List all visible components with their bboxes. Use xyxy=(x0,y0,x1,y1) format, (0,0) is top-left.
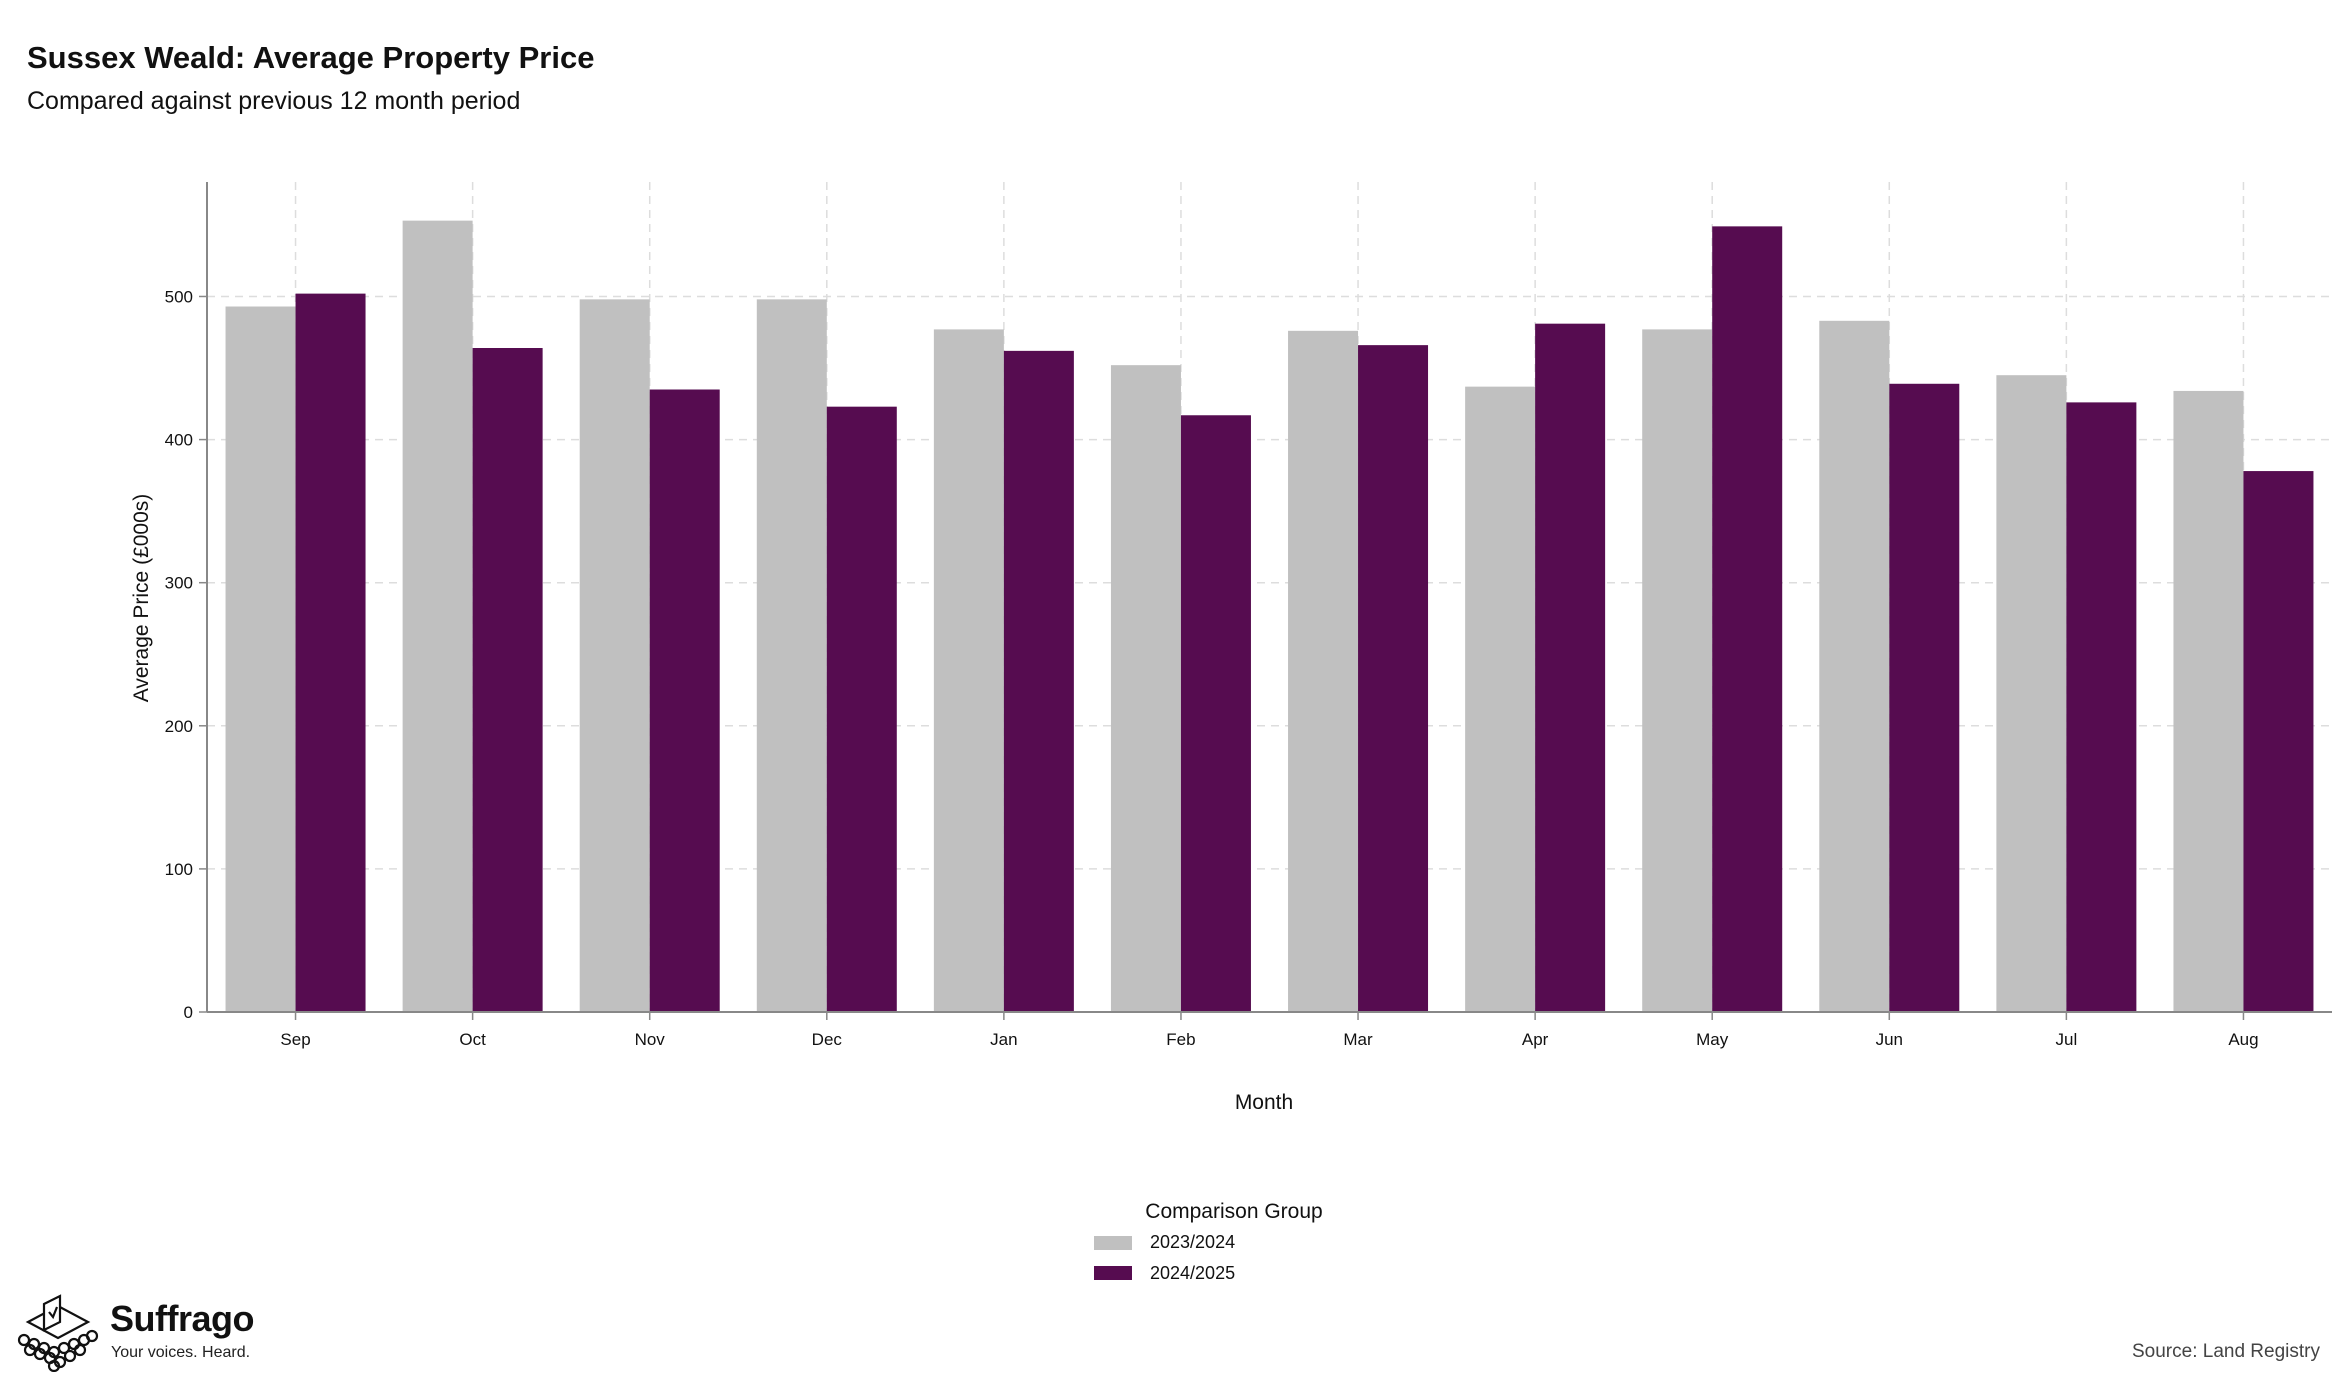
bar-jul-2024-2025 xyxy=(2066,402,2137,1013)
bar-feb-2023-2024 xyxy=(1110,365,1181,1012)
bar-jun-2024-2025 xyxy=(1889,383,1960,1012)
legend-label-2023-2024: 2023/2024 xyxy=(1150,1232,1236,1252)
bar-aug-2024-2025 xyxy=(2243,471,2314,1012)
legend-swatch-2023-2024 xyxy=(1094,1235,1132,1250)
y-tick-label-400: 400 xyxy=(165,431,193,450)
y-tick-label-200: 200 xyxy=(165,717,193,736)
source-note: Source: Land Registry xyxy=(2132,1341,2320,1362)
chart-subtitle: Compared against previous 12 month perio… xyxy=(27,87,521,115)
legend-swatch-2024-2025 xyxy=(1094,1266,1132,1280)
bar-oct-2024-2025 xyxy=(472,348,543,1012)
bar-feb-2024-2025 xyxy=(1180,415,1251,1012)
bar-dec-2023-2024 xyxy=(756,299,827,1012)
bar-jan-2024-2025 xyxy=(1003,350,1074,1012)
x-tick-label-jun: Jun xyxy=(1876,1030,1903,1049)
legend-item-2024-2025: 2024/2025 xyxy=(1094,1263,1235,1284)
bar-oct-2023-2024 xyxy=(402,220,473,1012)
chart-title: Sussex Weald: Average Property Price xyxy=(27,40,595,75)
x-tick-label-sep: Sep xyxy=(280,1030,310,1049)
bar-may-2023-2024 xyxy=(1642,329,1713,1012)
x-tick-label-dec: Dec xyxy=(812,1030,843,1049)
bar-mar-2024-2025 xyxy=(1358,345,1429,1012)
y-tick-label-100: 100 xyxy=(165,860,193,879)
bars xyxy=(225,220,2314,1013)
bar-mar-2023-2024 xyxy=(1288,330,1359,1012)
x-tick-label-oct: Oct xyxy=(459,1030,486,1049)
axes xyxy=(199,182,2332,1020)
x-tick-label-jul: Jul xyxy=(2056,1030,2078,1049)
bar-nov-2023-2024 xyxy=(579,299,650,1012)
legend-title: Comparison Group xyxy=(1145,1200,1323,1223)
y-axis-title: Average Price (£000s) xyxy=(130,494,153,703)
legend: Comparison Group 2023/2024 2024/2025 xyxy=(1094,1200,1434,1285)
y-tick-label-300: 300 xyxy=(165,574,193,593)
y-tick-label-500: 500 xyxy=(165,287,193,306)
x-tick-label-aug: Aug xyxy=(2228,1030,2258,1049)
bar-aug-2023-2024 xyxy=(2173,390,2244,1012)
brand-name: Suffrago xyxy=(110,1298,255,1339)
bar-nov-2024-2025 xyxy=(649,389,720,1012)
x-tick-label-apr: Apr xyxy=(1522,1030,1549,1049)
legend-item-2023-2024: 2023/2024 xyxy=(1094,1232,1235,1253)
x-tick-label-nov: Nov xyxy=(635,1030,666,1049)
x-tick-label-mar: Mar xyxy=(1343,1030,1373,1049)
bar-jun-2023-2024 xyxy=(1819,320,1890,1013)
bar-may-2024-2025 xyxy=(1712,226,1783,1013)
x-axis-title: Month xyxy=(1235,1091,1293,1114)
bar-chart: 0 100 200 300 400 500 Sep Oct Nov Dec Jan Feb Mar Apr… xyxy=(130,182,2332,1114)
bar-apr-2023-2024 xyxy=(1465,386,1536,1012)
brand-logo: Suffrago Your voices. Heard. xyxy=(14,1292,274,1372)
bar-sep-2024-2025 xyxy=(295,293,366,1012)
legend-label-2024-2025: 2024/2025 xyxy=(1150,1262,1236,1283)
tick-labels: 0 100 200 300 400 500 Sep Oct Nov Dec Jan Feb Mar Apr… xyxy=(165,287,2259,1049)
x-tick-label-jan: Jan xyxy=(990,1030,1017,1049)
legend-items: 2023/2024 2024/2025 xyxy=(1094,1224,1434,1285)
bar-jul-2023-2024 xyxy=(1996,375,2067,1012)
bar-sep-2023-2024 xyxy=(225,306,296,1012)
bar-dec-2024-2025 xyxy=(826,406,897,1012)
x-tick-label-feb: Feb xyxy=(1166,1030,1195,1049)
brand-tagline: Your voices. Heard. xyxy=(111,1344,251,1361)
bar-apr-2024-2025 xyxy=(1535,323,1606,1012)
x-tick-label-may: May xyxy=(1696,1030,1729,1049)
y-tick-label-0: 0 xyxy=(184,1003,193,1022)
bar-jan-2023-2024 xyxy=(933,329,1004,1012)
ballot-box-icon xyxy=(17,1294,99,1372)
